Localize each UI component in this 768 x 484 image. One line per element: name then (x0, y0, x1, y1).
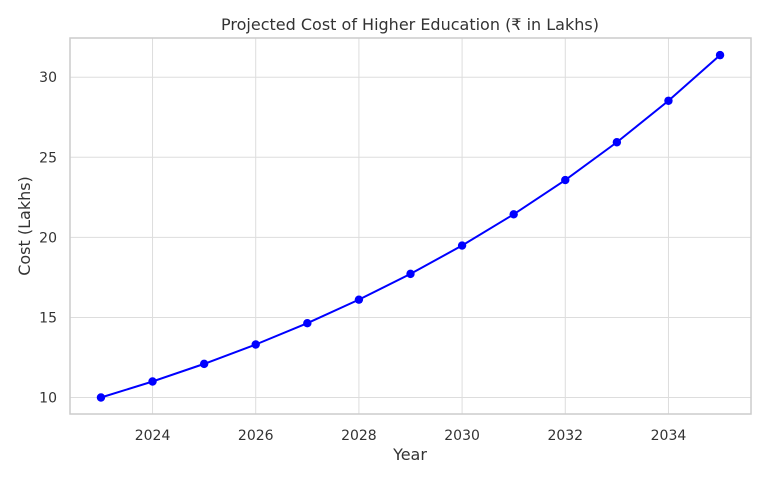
data-point (251, 340, 260, 349)
x-tick-label: 2030 (444, 428, 480, 444)
chart-title: Projected Cost of Higher Education (₹ in… (221, 15, 599, 34)
x-tick-label: 2034 (651, 428, 687, 444)
data-point (303, 319, 312, 328)
data-point (148, 377, 157, 386)
data-point (354, 295, 364, 304)
plot-frame (69, 37, 752, 415)
series-line (100, 54, 721, 399)
x-axis-title: Year (392, 445, 427, 464)
data-point (406, 269, 415, 279)
tick-labels: 2024 2026 2028 2030 2032 2034 10 15 20 25 30 (39, 70, 686, 444)
data-point (457, 241, 467, 250)
data-point (612, 138, 622, 147)
x-tick-label: 2032 (547, 428, 583, 444)
x-tick-label: 2024 (135, 428, 171, 444)
data-point (199, 359, 209, 369)
y-tick-label: 15 (39, 310, 57, 326)
y-tick-label: 10 (39, 391, 57, 407)
data-point (561, 175, 570, 185)
y-tick-label: 25 (39, 150, 57, 166)
y-axis-title: Cost (Lakhs) (15, 176, 34, 276)
data-point (664, 96, 673, 105)
grid (70, 38, 751, 414)
data-point (509, 210, 518, 219)
series-layer (96, 50, 725, 402)
y-tick-label: 30 (39, 70, 57, 86)
x-tick-label: 2028 (341, 428, 377, 444)
x-tick-label: 2026 (238, 428, 274, 444)
data-point (96, 393, 106, 402)
data-point (715, 50, 725, 60)
y-tick-label: 20 (39, 230, 57, 246)
